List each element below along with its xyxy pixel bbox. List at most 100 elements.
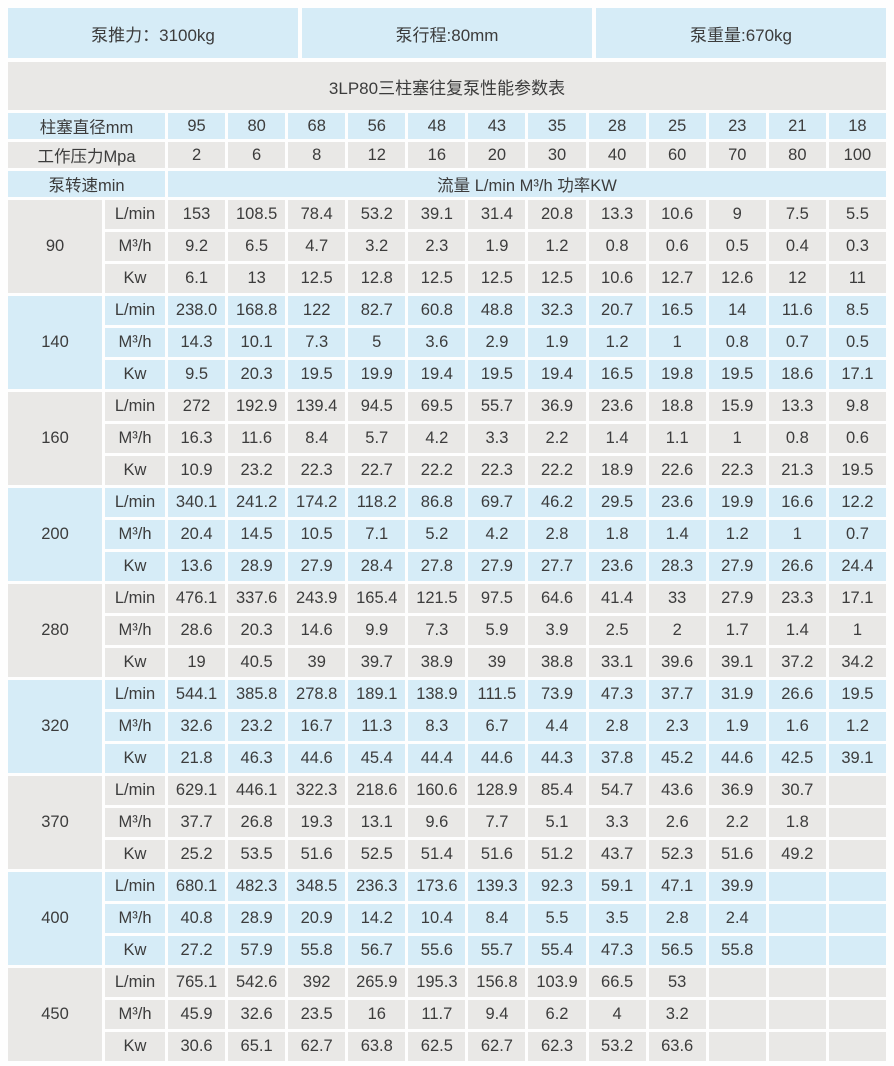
- power-kw-value-cell: [708, 1032, 766, 1061]
- flow-m3h-value-cell: 10.4: [408, 904, 466, 933]
- flow-lmin-value-cell: 31.9: [708, 680, 766, 709]
- speed-cell: 160: [8, 392, 102, 485]
- flow-lmin-value-cell: 10.6: [648, 200, 706, 229]
- flow-lmin-value-cell: 31.4: [468, 200, 526, 229]
- power-kw-value-cell: 24.4: [828, 552, 886, 581]
- pressure-value-cell: 100: [828, 142, 886, 168]
- flow-lmin-value-cell: 69.7: [468, 488, 526, 517]
- unit-label-cell: M³/h: [105, 520, 165, 549]
- table-row: Kw 30.6 65.1 62.7 63.8 62.5 62.7 62.3 53.2 63.6: [8, 1032, 886, 1061]
- power-kw-value-cell: 28.9: [228, 552, 286, 581]
- flow-lmin-value-cell: 48.8: [468, 296, 526, 325]
- flow-m3h-value-cell: 4.2: [408, 424, 466, 453]
- power-kw-value-cell: 22.2: [408, 456, 466, 485]
- flow-m3h-value-cell: 0.7: [768, 328, 826, 357]
- power-kw-value-cell: 38.8: [528, 648, 586, 677]
- flow-m3h-value-cell: 6.2: [528, 1000, 586, 1029]
- power-kw-value-cell: 39.7: [348, 648, 406, 677]
- flow-m3h-value-cell: 0.3: [828, 232, 886, 261]
- power-kw-value-cell: 37.2: [768, 648, 826, 677]
- power-kw-value-cell: 55.8: [288, 936, 346, 965]
- diameter-row-label: 柱塞直径mm: [8, 113, 165, 139]
- flow-m3h-value-cell: 0.4: [768, 232, 826, 261]
- flow-m3h-value-cell: 4.7: [288, 232, 346, 261]
- flow-lmin-value-cell: 121.5: [408, 584, 466, 613]
- power-kw-value-cell: 51.4: [408, 840, 466, 869]
- diameter-value-cell: 25: [648, 113, 706, 139]
- flow-m3h-value-cell: 2.3: [648, 712, 706, 741]
- flow-lmin-value-cell: 118.2: [348, 488, 406, 517]
- pump-weight-value: 泵重量:670kg: [596, 8, 886, 58]
- power-kw-value-cell: 17.1: [828, 360, 886, 389]
- flow-m3h-value-cell: 0.8: [768, 424, 826, 453]
- power-kw-value-cell: 44.3: [528, 744, 586, 773]
- flow-m3h-value-cell: 0.8: [708, 328, 766, 357]
- flow-lmin-value-cell: 54.7: [588, 776, 646, 805]
- power-kw-value-cell: [828, 936, 886, 965]
- flow-m3h-value-cell: 3.5: [588, 904, 646, 933]
- power-kw-value-cell: 62.7: [468, 1032, 526, 1061]
- table-row: Kw 13.6 28.9 27.9 28.4 27.8 27.9 27.7 23.6 28.3 27…: [8, 552, 886, 581]
- power-kw-value-cell: 51.6: [468, 840, 526, 869]
- power-kw-value-cell: 12: [768, 264, 826, 293]
- power-kw-value-cell: 53.5: [228, 840, 286, 869]
- flow-lmin-value-cell: 16.5: [648, 296, 706, 325]
- power-kw-value-cell: 28.3: [648, 552, 706, 581]
- flow-lmin-value-cell: 128.9: [468, 776, 526, 805]
- pressure-value-cell: 12: [348, 142, 406, 168]
- flow-m3h-value-cell: 7.3: [288, 328, 346, 357]
- flow-lmin-value-cell: 765.1: [168, 968, 226, 997]
- table-row: 160 L/min 272 192.9 139.4 94.5 69.5 55.7 36.9 23.…: [8, 392, 886, 485]
- flow-lmin-value-cell: 111.5: [468, 680, 526, 709]
- flow-m3h-value-cell: 16.3: [168, 424, 226, 453]
- flow-lmin-value-cell: 156.8: [468, 968, 526, 997]
- flow-m3h-value-cell: 1.4: [768, 616, 826, 645]
- unit-label-cell: Kw: [105, 456, 165, 485]
- flow-m3h-value-cell: 2.3: [408, 232, 466, 261]
- flow-m3h-value-cell: 6.5: [228, 232, 286, 261]
- power-kw-value-cell: [828, 1032, 886, 1061]
- flow-m3h-value-cell: 14.2: [348, 904, 406, 933]
- flow-lmin-value-cell: 26.6: [768, 680, 826, 709]
- diameter-value-cell: 18: [828, 113, 886, 139]
- flow-m3h-value-cell: 11.7: [408, 1000, 466, 1029]
- power-kw-value-cell: 6.1: [168, 264, 226, 293]
- pump-stroke-value: 泵行程:80mm: [302, 8, 592, 58]
- flow-lmin-value-cell: 46.2: [528, 488, 586, 517]
- flow-lmin-value-cell: 629.1: [168, 776, 226, 805]
- flow-lmin-value-cell: 7.5: [768, 200, 826, 229]
- flow-lmin-value-cell: 238.0: [168, 296, 226, 325]
- power-kw-value-cell: 19.8: [648, 360, 706, 389]
- flow-lmin-value-cell: 13.3: [768, 392, 826, 421]
- flow-m3h-value-cell: [708, 1000, 766, 1029]
- flow-lmin-value-cell: [828, 872, 886, 901]
- table-row: Kw 21.8 46.3 44.6 45.4 44.4 44.6 44.3 37.8 45.2 44…: [8, 744, 886, 773]
- flow-lmin-value-cell: 29.5: [588, 488, 646, 517]
- flow-m3h-value-cell: 5.7: [348, 424, 406, 453]
- flow-lmin-value-cell: 43.6: [648, 776, 706, 805]
- unit-label-cell: Kw: [105, 552, 165, 581]
- power-kw-value-cell: 19.4: [408, 360, 466, 389]
- flow-m3h-value-cell: 2.4: [708, 904, 766, 933]
- flow-lmin-value-cell: 103.9: [528, 968, 586, 997]
- flow-lmin-value-cell: 13.3: [588, 200, 646, 229]
- power-kw-value-cell: 12.5: [528, 264, 586, 293]
- power-kw-value-cell: 33.1: [588, 648, 646, 677]
- flow-m3h-value-cell: [828, 808, 886, 837]
- diameter-value-cell: 68: [288, 113, 346, 139]
- table-row: M³/h 32.6 23.2 16.7 11.3 8.3 6.7 4.4 2.8 2.3 1.9 1.…: [8, 712, 886, 741]
- unit-label-cell: M³/h: [105, 1000, 165, 1029]
- power-kw-value-cell: 39: [468, 648, 526, 677]
- flow-m3h-value-cell: 3.9: [528, 616, 586, 645]
- unit-label-cell: Kw: [105, 1032, 165, 1061]
- diameter-value-cell: 21: [768, 113, 826, 139]
- power-kw-value-cell: 39.6: [648, 648, 706, 677]
- flow-m3h-value-cell: 10.5: [288, 520, 346, 549]
- flow-m3h-value-cell: 9.6: [408, 808, 466, 837]
- power-kw-value-cell: 44.6: [288, 744, 346, 773]
- flow-lmin-value-cell: 73.9: [528, 680, 586, 709]
- flow-m3h-value-cell: 14.6: [288, 616, 346, 645]
- flow-m3h-value-cell: 3.2: [648, 1000, 706, 1029]
- flow-lmin-value-cell: 69.5: [408, 392, 466, 421]
- table-row: M³/h 40.8 28.9 20.9 14.2 10.4 8.4 5.5 3.5 2.8 2.4: [8, 904, 886, 933]
